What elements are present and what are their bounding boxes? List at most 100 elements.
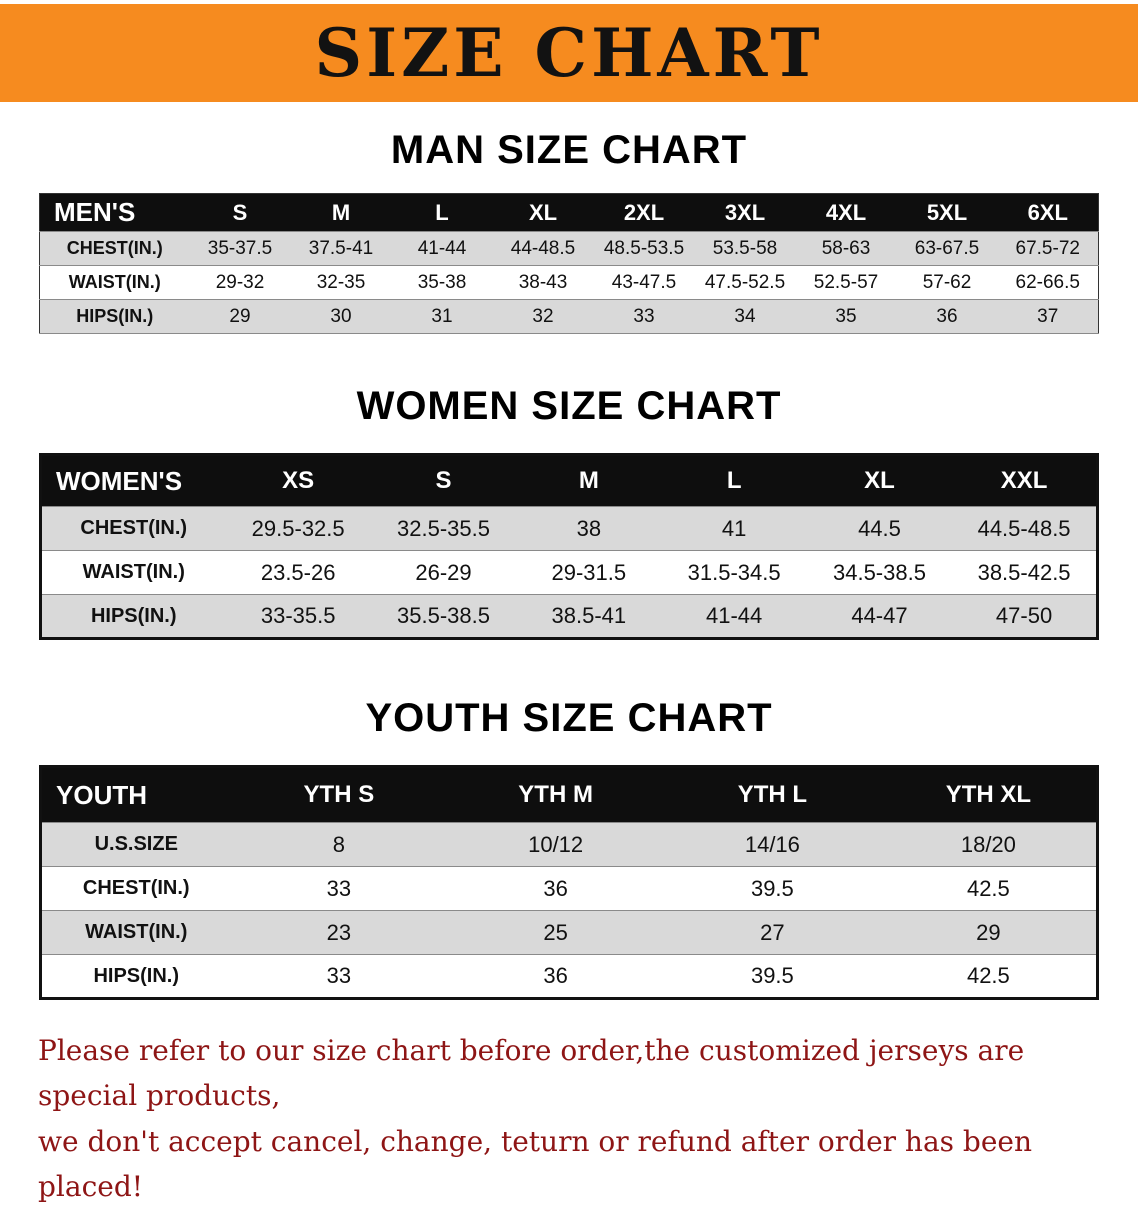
value-cell: 36	[447, 954, 664, 999]
value-cell: 42.5	[880, 954, 1098, 999]
table-row: HIPS(IN.) 29 30 31 32 33 34 35 36 37	[39, 299, 1099, 334]
table-row: HIPS(IN.) 33-35.5 35.5-38.5 38.5-41 41-44 44-…	[40, 594, 1098, 639]
value-cell: 10/12	[447, 822, 664, 867]
value-cell: 31	[391, 299, 493, 334]
value-cell: 67.5-72	[997, 231, 1099, 266]
value-cell: 37.5-41	[290, 231, 392, 266]
value-cell: 63-67.5	[896, 231, 998, 266]
value-cell: 18/20	[880, 822, 1098, 867]
size-header-cell: XXL	[952, 454, 1098, 507]
size-chart-banner: SIZE CHART	[0, 4, 1138, 102]
page-title: SIZE CHART	[314, 14, 824, 92]
value-cell: 8	[230, 822, 448, 867]
value-cell: 58-63	[795, 231, 897, 266]
value-cell: 29-31.5	[516, 550, 662, 595]
value-cell: 39.5	[664, 866, 881, 911]
value-cell: 47.5-52.5	[694, 265, 796, 300]
value-cell: 27	[664, 910, 881, 955]
value-cell: 33	[230, 954, 448, 999]
value-cell: 25	[447, 910, 664, 955]
table-row: CHEST(IN.) 33 36 39.5 42.5	[40, 866, 1098, 911]
size-header-cell: YTH S	[230, 766, 448, 823]
measure-label-cell: CHEST(IN.)	[40, 866, 231, 911]
value-cell: 39.5	[664, 954, 881, 999]
table-row: CHEST(IN.) 29.5-32.5 32.5-35.5 38 41 44.5 44.5…	[40, 506, 1098, 551]
value-cell: 42.5	[880, 866, 1098, 911]
measure-label-cell: WAIST(IN.)	[40, 550, 226, 595]
size-header-cell: YTH M	[447, 766, 664, 823]
value-cell: 41	[661, 506, 807, 551]
men-size-table: MEN'S S M L XL 2XL 3XL 4XL 5XL 6XL CHEST(IN.) 35-37…	[39, 193, 1099, 334]
measure-label-cell: WAIST(IN.)	[39, 265, 190, 300]
men-size-section: MAN SIZE CHART MEN'S S M L XL 2XL 3XL 4XL 5XL 6XL…	[0, 128, 1138, 334]
value-cell: 34	[694, 299, 796, 334]
value-cell: 52.5-57	[795, 265, 897, 300]
size-header-cell: M	[516, 454, 662, 507]
table-row: WAIST(IN.) 23.5-26 26-29 29-31.5 31.5-34.5 34…	[40, 550, 1098, 595]
value-cell: 35-37.5	[189, 231, 291, 266]
value-cell: 37	[997, 299, 1099, 334]
value-cell: 32-35	[290, 265, 392, 300]
value-cell: 14/16	[664, 822, 881, 867]
value-cell: 23.5-26	[225, 550, 371, 595]
size-header-cell: XL	[806, 454, 953, 507]
women-size-section: WOMEN SIZE CHART WOMEN'S XS S M L XL XXL CHEST(…	[0, 384, 1138, 640]
table-header-row: MEN'S S M L XL 2XL 3XL 4XL 5XL 6XL	[39, 193, 1099, 232]
value-cell: 38.5-41	[516, 594, 662, 639]
value-cell: 29	[880, 910, 1098, 955]
measure-label-cell: CHEST(IN.)	[40, 506, 226, 551]
table-row: WAIST(IN.) 23 25 27 29	[40, 910, 1098, 955]
size-header-cell: 5XL	[896, 193, 998, 232]
value-cell: 31.5-34.5	[661, 550, 807, 595]
value-cell: 44-48.5	[492, 231, 594, 266]
value-cell: 35	[795, 299, 897, 334]
value-cell: 48.5-53.5	[593, 231, 695, 266]
measure-label-cell: WAIST(IN.)	[40, 910, 231, 955]
value-cell: 43-47.5	[593, 265, 695, 300]
value-cell: 33-35.5	[225, 594, 371, 639]
disclaimer: Please refer to our size chart before or…	[0, 1028, 1138, 1209]
women-section-heading: WOMEN SIZE CHART	[356, 384, 782, 428]
value-cell: 44.5	[806, 506, 953, 551]
size-header-cell: S	[370, 454, 517, 507]
value-cell: 38.5-42.5	[952, 550, 1098, 595]
size-header-cell: 3XL	[694, 193, 796, 232]
value-cell: 33	[593, 299, 695, 334]
value-cell: 30	[290, 299, 392, 334]
value-cell: 23	[230, 910, 448, 955]
size-header-cell: L	[391, 193, 493, 232]
youth-size-section: YOUTH SIZE CHART YOUTH YTH S YTH M YTH L YTH…	[0, 696, 1138, 1000]
table-header-row: YOUTH YTH S YTH M YTH L YTH XL	[40, 766, 1098, 823]
value-cell: 32.5-35.5	[370, 506, 517, 551]
value-cell: 44.5-48.5	[952, 506, 1098, 551]
value-cell: 41-44	[391, 231, 493, 266]
measure-label-cell: U.S.SIZE	[40, 822, 231, 867]
table-header-row: WOMEN'S XS S M L XL XXL	[40, 454, 1098, 507]
value-cell: 44-47	[806, 594, 953, 639]
value-cell: 47-50	[952, 594, 1098, 639]
value-cell: 35-38	[391, 265, 493, 300]
value-cell: 32	[492, 299, 594, 334]
value-cell: 38	[516, 506, 662, 551]
table-row: CHEST(IN.) 35-37.5 37.5-41 41-44 44-48.5 48.5…	[39, 231, 1099, 266]
value-cell: 36	[447, 866, 664, 911]
size-header-cell: XL	[492, 193, 594, 232]
value-cell: 35.5-38.5	[370, 594, 517, 639]
value-cell: 29.5-32.5	[225, 506, 371, 551]
youth-section-heading: YOUTH SIZE CHART	[365, 696, 773, 740]
value-cell: 29	[189, 299, 291, 334]
size-header-cell: XS	[225, 454, 371, 507]
disclaimer-line: we don't accept cancel, change, teturn o…	[38, 1124, 1033, 1204]
table-row: U.S.SIZE 8 10/12 14/16 18/20	[40, 822, 1098, 867]
value-cell: 26-29	[370, 550, 517, 595]
value-cell: 34.5-38.5	[806, 550, 953, 595]
table-row: WAIST(IN.) 29-32 32-35 35-38 38-43 43-47.5 47.…	[39, 265, 1099, 300]
size-header-cell: 6XL	[997, 193, 1099, 232]
table-title-cell: WOMEN'S	[40, 454, 226, 507]
value-cell: 33	[230, 866, 448, 911]
disclaimer-line: Please refer to our size chart before or…	[38, 1034, 1025, 1113]
value-cell: 57-62	[896, 265, 998, 300]
value-cell: 29-32	[189, 265, 291, 300]
table-title-cell: YOUTH	[40, 766, 231, 823]
value-cell: 38-43	[492, 265, 594, 300]
